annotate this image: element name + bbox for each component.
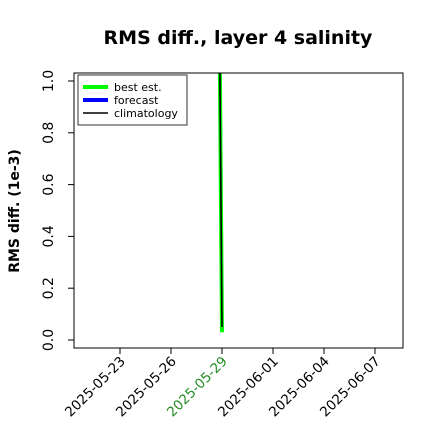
plot-frame — [73, 72, 404, 349]
y-axis-label: RMS diff. (1e-3) — [7, 149, 23, 273]
legend-label: best est. — [114, 81, 162, 94]
series-group — [217, 73, 224, 333]
y-tick-label: 0.4 — [41, 225, 57, 247]
legend-label: forecast — [114, 94, 159, 107]
y-tick-label: 0.2 — [41, 277, 57, 299]
y-tick-label: 0.6 — [41, 173, 57, 195]
y-tick-label: 0.0 — [41, 329, 57, 351]
y-tick-label: 1.0 — [41, 70, 57, 92]
y-tick-label: 0.8 — [41, 122, 57, 144]
series-line-climatology — [219, 73, 223, 328]
plot-area: 0.00.20.40.60.81.02025-05-232025-05-2620… — [41, 70, 404, 420]
chart-title: RMS diff., layer 4 salinity — [104, 27, 374, 49]
legend-label: climatology — [114, 107, 178, 120]
